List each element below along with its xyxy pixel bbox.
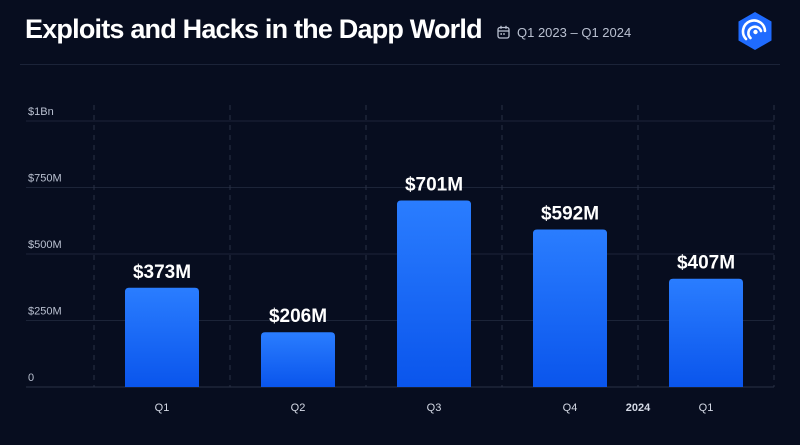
bar-value-label: $206M <box>269 306 327 327</box>
bar <box>261 332 335 387</box>
x-tick-label: Q2 <box>291 402 306 414</box>
year-marker-label: 2024 <box>626 402 651 414</box>
bar <box>397 200 471 387</box>
header-divider <box>20 64 780 65</box>
chart-title: Exploits and Hacks in the Dapp World <box>25 14 483 44</box>
y-tick-label: 0 <box>28 372 34 384</box>
bar <box>533 229 607 387</box>
y-tick-label: $250M <box>28 306 62 318</box>
date-range: Q1 2023 – Q1 2024 <box>497 22 631 42</box>
x-tick-label: Q3 <box>427 402 442 414</box>
bar-value-label: $407M <box>677 253 735 274</box>
x-tick-label: Q1 <box>155 402 170 414</box>
bar-value-label: $701M <box>405 175 463 196</box>
calendar-icon <box>497 25 510 39</box>
date-range-text: Q1 2023 – Q1 2024 <box>517 24 632 40</box>
chart-header: Exploits and Hacks in the Dapp World Q1 … <box>0 0 800 64</box>
y-tick-label: $750M <box>28 173 62 185</box>
x-tick-label: Q1 <box>699 402 714 414</box>
y-tick-label: $1Bn <box>28 106 54 118</box>
bar <box>125 287 199 387</box>
y-tick-label: $500M <box>28 239 62 251</box>
brand-logo-icon <box>738 12 772 50</box>
bar-value-label: $592M <box>541 204 599 225</box>
x-tick-label: Q4 <box>563 402 578 414</box>
bar <box>669 278 743 387</box>
bar-value-label: $373M <box>133 262 191 283</box>
